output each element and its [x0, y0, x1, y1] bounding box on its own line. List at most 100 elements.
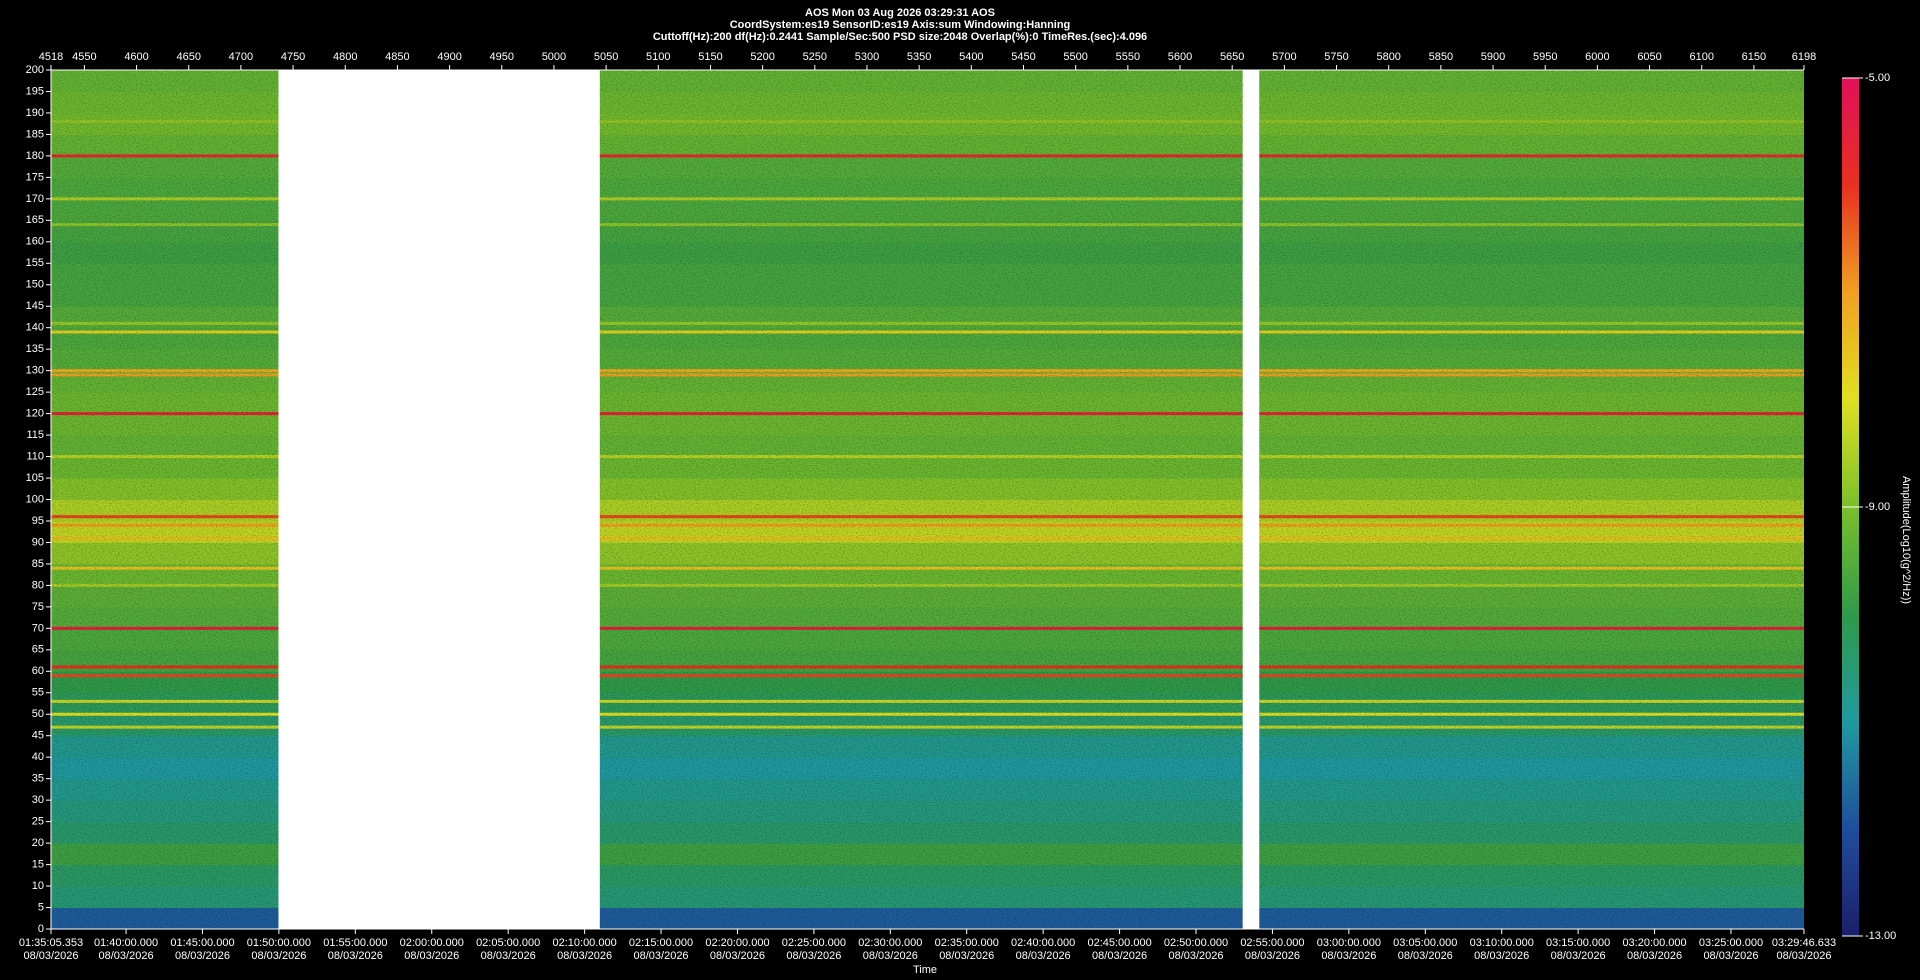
y-tick-label: 160	[26, 236, 44, 248]
y-tick-label: 30	[32, 794, 44, 806]
x2-tick-date: 08/03/2026	[481, 950, 536, 962]
x2-tick-date: 08/03/2026	[1551, 950, 1606, 962]
y-tick-label: 95	[32, 515, 44, 527]
x2-tick-date: 08/03/2026	[786, 950, 841, 962]
x-tick-label: 5150	[698, 51, 722, 63]
y-tick-label: 60	[32, 665, 44, 677]
x2-tick-date: 08/03/2026	[1245, 950, 1300, 962]
x-tick-label: 5550	[1116, 51, 1140, 63]
x-tick-label: 5200	[750, 51, 774, 63]
x2-tick-date: 08/03/2026	[251, 950, 306, 962]
chart-title: AOS Mon 03 Aug 2026 03:29:31 AOS	[805, 7, 995, 19]
x-tick-label: 5000	[542, 51, 566, 63]
y-tick-label: 150	[26, 279, 44, 291]
y-tick-label: 85	[32, 558, 44, 570]
x2-tick-label: 02:05:00.000	[476, 937, 540, 949]
y-tick-label: 15	[32, 858, 44, 870]
x2-tick-date: 08/03/2026	[1703, 950, 1758, 962]
y-tick-label: 195	[26, 85, 44, 97]
x2-tick-date: 08/03/2026	[1776, 950, 1831, 962]
y-tick-label: 140	[26, 322, 44, 334]
x-tick-label: 5900	[1481, 51, 1505, 63]
y-tick-label: 190	[26, 107, 44, 119]
x-tick-label: 6100	[1689, 51, 1713, 63]
x2-tick-label: 03:29:46.633	[1772, 937, 1836, 949]
y-tick-label: 110	[26, 450, 44, 462]
y-tick-label: 50	[32, 708, 44, 720]
x-tick-label: 4600	[124, 51, 148, 63]
x2-tick-label: 03:20:00.000	[1622, 937, 1686, 949]
x-tick-label: 5600	[1168, 51, 1192, 63]
y-tick-label: 175	[26, 171, 44, 183]
y-tick-label: 0	[38, 923, 44, 935]
x-axis-label: Time	[913, 964, 937, 976]
x2-tick-label: 01:50:00.000	[247, 937, 311, 949]
x2-tick-date: 08/03/2026	[99, 950, 154, 962]
y-tick-label: 70	[32, 622, 44, 634]
noise-texture	[1259, 70, 1804, 929]
y-tick-label: 55	[32, 687, 44, 699]
y-tick-label: 185	[26, 128, 44, 140]
y-tick-label: 35	[32, 773, 44, 785]
x2-tick-label: 02:40:00.000	[1011, 937, 1075, 949]
segment	[51, 70, 279, 930]
x-tick-label: 4950	[490, 51, 514, 63]
x-tick-label: 4700	[229, 51, 253, 63]
y-tick-label: 200	[26, 64, 44, 76]
x2-tick-label: 02:10:00.000	[552, 937, 616, 949]
x2-tick-date: 08/03/2026	[1016, 950, 1071, 962]
x2-tick-label: 02:50:00.000	[1164, 937, 1228, 949]
x2-tick-date: 08/03/2026	[863, 950, 918, 962]
x-tick-label: 5650	[1220, 51, 1244, 63]
x2-tick-label: 03:00:00.000	[1317, 937, 1381, 949]
x2-tick-label: 03:25:00.000	[1699, 937, 1763, 949]
y-tick-label: 165	[26, 214, 44, 226]
y-tick-label: 90	[32, 536, 44, 548]
y-tick-label: 75	[32, 601, 44, 613]
y-tick-label: 180	[26, 150, 44, 162]
y-tick-label: 80	[32, 579, 44, 591]
x-tick-label: 5850	[1429, 51, 1453, 63]
y-tick-label: 135	[26, 343, 44, 355]
y-tick-label: 40	[32, 751, 44, 763]
y-tick-label: 25	[32, 816, 44, 828]
x-tick-label: 4650	[176, 51, 200, 63]
x2-tick-label: 01:45:00.000	[170, 937, 234, 949]
x2-tick-label: 01:55:00.000	[323, 937, 387, 949]
chart-subtitle: CoordSystem:es19 SensorID:es19 Axis:sum …	[730, 19, 1071, 31]
x2-tick-label: 02:55:00.000	[1240, 937, 1304, 949]
x2-tick-date: 08/03/2026	[328, 950, 383, 962]
y-tick-label: 120	[26, 408, 44, 420]
colorbar-tick-label: -9.00	[1865, 501, 1890, 513]
x-tick-label: 6050	[1637, 51, 1661, 63]
x-tick-label: 4800	[333, 51, 357, 63]
colorbar-label: Amplitude(Log10(g^2/Hz))	[1900, 476, 1912, 604]
y-tick-label: 155	[26, 257, 44, 269]
x2-tick-date: 08/03/2026	[1321, 950, 1376, 962]
y-tick-label: 115	[26, 429, 44, 441]
x2-tick-date: 08/03/2026	[634, 950, 689, 962]
x2-tick-date: 08/03/2026	[939, 950, 994, 962]
colorbar-tick-label: -13.00	[1865, 930, 1896, 942]
x2-tick-date: 08/03/2026	[1092, 950, 1147, 962]
y-tick-label: 130	[26, 365, 44, 377]
x2-tick-date: 08/03/2026	[1168, 950, 1223, 962]
y-tick-label: 5	[38, 901, 44, 913]
y-tick-label: 65	[32, 644, 44, 656]
x2-tick-label: 03:10:00.000	[1470, 937, 1534, 949]
x-tick-label: 4750	[281, 51, 305, 63]
x-tick-label: 4550	[72, 51, 96, 63]
x2-tick-date: 08/03/2026	[710, 950, 765, 962]
x2-tick-label: 03:05:00.000	[1393, 937, 1457, 949]
y-tick-label: 125	[26, 386, 44, 398]
x2-tick-label: 02:25:00.000	[782, 937, 846, 949]
noise-texture	[51, 70, 279, 929]
x-tick-label: 6198	[1792, 51, 1816, 63]
x-tick-label: 4900	[437, 51, 461, 63]
x2-tick-label: 02:20:00.000	[705, 937, 769, 949]
x-tick-label: 5050	[594, 51, 618, 63]
x2-tick-label: 01:40:00.000	[94, 937, 158, 949]
y-tick-label: 20	[32, 837, 44, 849]
